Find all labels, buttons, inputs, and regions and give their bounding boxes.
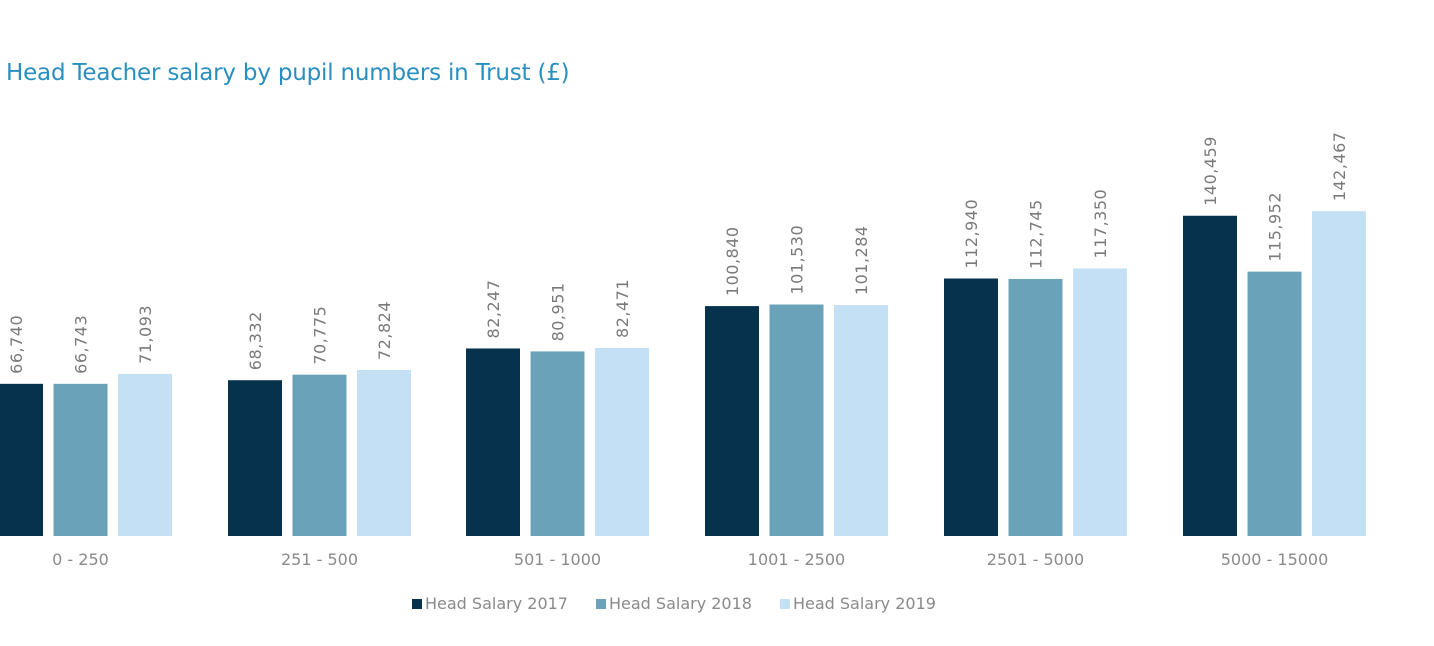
data-label-0-1: 66,743	[72, 315, 91, 374]
data-label-3-1: 101,530	[788, 225, 807, 295]
bar-0-1	[53, 383, 108, 536]
bar-4-0	[944, 278, 998, 536]
legend-swatch-2019	[779, 598, 790, 609]
data-label-4-2: 117,350	[1091, 189, 1110, 259]
chart-title: Head Teacher salary by pupil numbers in …	[6, 60, 570, 86]
bar-1-2	[357, 369, 411, 536]
data-label-5-2: 142,467	[1330, 132, 1349, 202]
bar-4-2	[1073, 268, 1127, 536]
bar-3-0	[705, 306, 759, 536]
legend-item-2018: Head Salary 2018	[595, 594, 752, 613]
data-label-2-1: 80,951	[549, 282, 568, 341]
data-label-5-1: 115,952	[1266, 192, 1285, 262]
bar-5-0	[1183, 215, 1237, 536]
legend: Head Salary 2017 Head Salary 2018 Head S…	[412, 594, 964, 613]
bar-3-2	[834, 305, 888, 536]
legend-swatch-2017	[412, 598, 422, 609]
bar-2-1	[530, 351, 585, 536]
legend-label-2018: Head Salary 2018	[608, 594, 752, 613]
data-label-5-0: 140,459	[1201, 136, 1220, 206]
bar-2-0	[466, 348, 520, 536]
bar-1-0	[228, 380, 282, 536]
bar-5-1	[1247, 271, 1302, 536]
data-label-2-2: 82,471	[613, 279, 632, 338]
data-label-2-0: 82,247	[484, 279, 503, 338]
category-label-5: 5000 - 15000	[1221, 550, 1329, 569]
data-label-1-2: 72,824	[375, 301, 394, 360]
bar-4-1	[1008, 278, 1063, 536]
data-label-3-2: 101,284	[852, 225, 871, 295]
bar-0-2	[118, 373, 172, 536]
legend-item-2019: Head Salary 2019	[779, 594, 936, 613]
data-label-3-0: 100,840	[723, 226, 742, 296]
data-label-4-0: 112,940	[962, 199, 981, 269]
category-label-3: 1001 - 2500	[748, 550, 845, 569]
legend-item-2017: Head Salary 2017	[412, 594, 568, 613]
category-label-0: 0 - 250	[52, 550, 109, 569]
data-label-1-1: 70,775	[311, 306, 330, 365]
data-label-1-0: 68,332	[246, 311, 265, 370]
legend-label-2017: Head Salary 2017	[425, 594, 568, 613]
category-label-4: 2501 - 5000	[987, 550, 1084, 569]
bar-5-2	[1312, 211, 1366, 537]
bar-1-1	[292, 374, 347, 536]
data-label-0-0: 66,740	[7, 315, 26, 374]
data-label-0-2: 71,093	[136, 305, 155, 364]
category-label-2: 501 - 1000	[514, 550, 601, 569]
data-label-4-1: 112,745	[1027, 199, 1046, 269]
bar-3-1	[769, 304, 824, 536]
bar-2-2	[595, 347, 649, 536]
category-label-1: 251 - 500	[281, 550, 358, 569]
bar-0-0	[0, 383, 43, 536]
legend-label-2019: Head Salary 2019	[792, 594, 936, 613]
legend-swatch-2018	[595, 598, 606, 609]
